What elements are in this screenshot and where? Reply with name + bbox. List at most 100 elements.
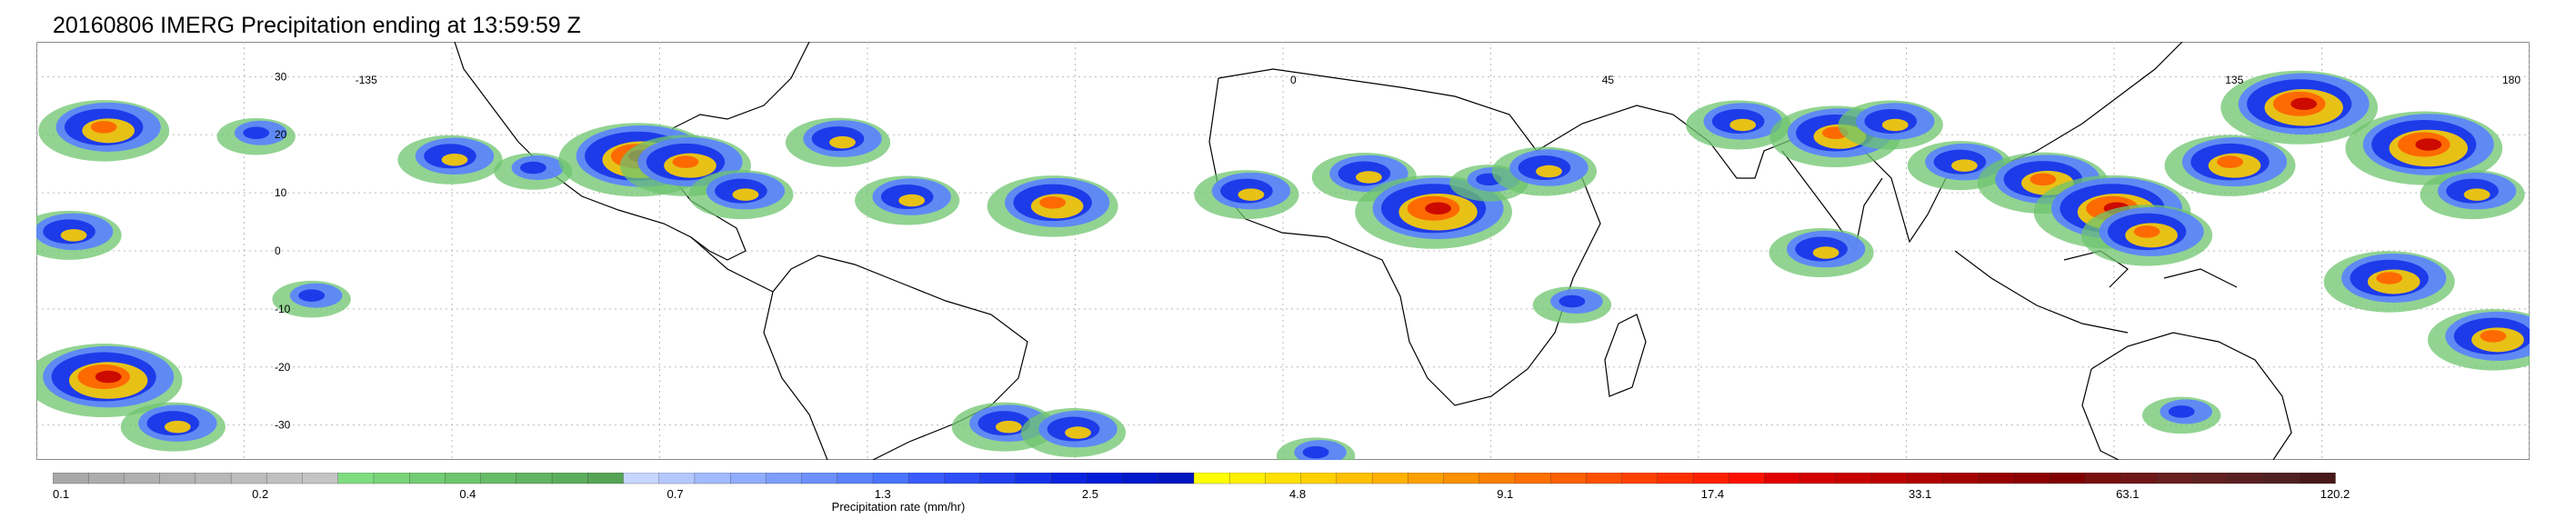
precip-cell — [829, 135, 856, 149]
colorbar-label: 0.1 — [53, 487, 69, 501]
colorbar-swatch — [1764, 473, 1801, 484]
colorbar-swatch — [623, 473, 660, 484]
precip-cell — [2030, 173, 2057, 186]
colorbar-label: 120.2 — [2320, 487, 2350, 501]
coastline-madagascar — [1604, 314, 1647, 397]
precipitation-cells — [36, 70, 2530, 460]
colorbar-swatch — [266, 473, 304, 484]
colorbar-swatch — [445, 473, 482, 484]
colorbar-swatch — [1657, 473, 1694, 484]
colorbar-swatch — [1550, 473, 1588, 484]
precip-cell — [1536, 165, 1562, 178]
colorbar-swatch — [337, 473, 375, 484]
lat-label: 10 — [275, 186, 287, 199]
precip-cell — [2480, 330, 2507, 343]
colorbar-label: 63.1 — [2116, 487, 2139, 501]
lat-label: -20 — [275, 361, 291, 374]
colorbar-swatch — [1087, 473, 1124, 484]
coastline-australia — [2081, 332, 2292, 460]
colorbar-swatch — [1300, 473, 1338, 484]
colorbar-swatch — [587, 473, 625, 484]
colorbar-swatch — [801, 473, 838, 484]
lat-label: 20 — [275, 128, 287, 141]
colorbar-label: 33.1 — [1909, 487, 1931, 501]
lon-label: -135 — [356, 74, 377, 86]
precip-cell — [1812, 246, 1839, 259]
colorbar-swatch — [551, 473, 588, 484]
colorbar-swatch — [1692, 473, 1729, 484]
colorbar-swatch — [979, 473, 1017, 484]
colorbar-labels: 0.1 0.2 0.4 0.7 1.3 2.5 4.8 9.1 17.4 33.1 63.1 120.… — [53, 487, 2350, 501]
precip-cell — [1238, 188, 1265, 201]
lat-label: 0 — [275, 245, 281, 257]
page-title: 20160806 IMERG Precipitation ending at 1… — [53, 13, 581, 38]
precip-cell — [243, 126, 270, 139]
lat-label: 30 — [275, 70, 287, 83]
colorbar-label: 9.1 — [1497, 487, 1513, 501]
colorbar-swatch — [373, 473, 410, 484]
colorbar-swatch — [2050, 473, 2087, 484]
colorbar-label: 4.8 — [1289, 487, 1306, 501]
colorbar-label: 1.3 — [875, 487, 891, 501]
precip-cell — [1881, 118, 1909, 132]
colorbar-label: 17.4 — [1701, 487, 1724, 501]
lon-label: 45 — [1602, 74, 1615, 86]
colorbar-swatch — [2085, 473, 2122, 484]
colorbar-swatch — [1229, 473, 1267, 484]
precipitation-map[interactable]: -135 0 45 135 180 30 20 10 0 -10 -20 -30 — [36, 42, 2530, 460]
precip-cell — [2376, 272, 2403, 284]
precip-cell — [1951, 159, 1978, 172]
colorbar-label: 0.4 — [459, 487, 476, 501]
colorbar-swatch — [302, 473, 339, 484]
colorbar-label: 2.5 — [1082, 487, 1098, 501]
lon-label: 135 — [2225, 74, 2243, 86]
colorbar-swatch — [2013, 473, 2050, 484]
precip-cell — [520, 161, 546, 175]
precip-cell — [298, 289, 326, 302]
colorbar-swatch — [230, 473, 267, 484]
colorbar-swatch — [908, 473, 946, 484]
colorbar-swatch — [1478, 473, 1516, 484]
latitude-labels: 30 20 10 0 -10 -20 -30 — [275, 70, 291, 431]
colorbar-title: Precipitation rate (mm/hr) — [832, 500, 966, 514]
precip-cell — [2217, 155, 2243, 168]
colorbar-swatch — [694, 473, 731, 484]
colorbar-label: 0.7 — [667, 487, 684, 501]
precip-cell — [164, 420, 191, 434]
precip-cell — [1729, 118, 1757, 132]
precip-cell — [1039, 196, 1067, 209]
precip-cell — [1559, 294, 1586, 308]
colorbar-swatch — [1835, 473, 1872, 484]
lon-label: 180 — [2502, 74, 2521, 86]
colorbar-swatch — [1907, 473, 1944, 484]
coastline-central-america — [690, 236, 774, 293]
colorbar-swatch — [766, 473, 803, 484]
colorbar-swatch — [1015, 473, 1052, 484]
lat-label: -10 — [275, 303, 291, 315]
colorbar-swatch — [516, 473, 553, 484]
colorbar-swatch — [480, 473, 517, 484]
precip-cell — [95, 370, 122, 384]
colorbar-swatch — [124, 473, 161, 484]
precip-cell — [2415, 138, 2442, 151]
lon-label: 0 — [1290, 74, 1297, 86]
colorbar-swatch — [1408, 473, 1445, 484]
precip-cell — [2290, 97, 2318, 111]
precip-cell — [1065, 426, 1091, 439]
precip-cell — [2133, 225, 2160, 238]
colorbar-swatch — [1158, 473, 1195, 484]
colorbar-swatch — [944, 473, 981, 484]
colorbar-swatch — [1265, 473, 1302, 484]
colorbar-swatch — [2299, 473, 2336, 484]
colorbar-swatch — [1336, 473, 1373, 484]
colorbar-swatch — [658, 473, 696, 484]
precip-cell — [90, 121, 117, 134]
graticule — [36, 42, 2530, 460]
precip-cell — [2168, 405, 2195, 418]
precip-cell — [732, 188, 759, 201]
precip-cell — [995, 420, 1022, 434]
lat-label: -30 — [275, 419, 291, 432]
colorbar-swatch — [730, 473, 767, 484]
colorbar-swatch — [1942, 473, 1980, 484]
colorbar-swatch — [837, 473, 874, 484]
